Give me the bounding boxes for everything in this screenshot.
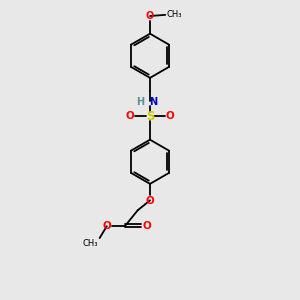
Text: H: H	[136, 97, 145, 107]
Text: CH₃: CH₃	[83, 238, 98, 247]
Text: O: O	[146, 11, 154, 21]
Text: N: N	[149, 97, 157, 107]
Text: O: O	[103, 221, 111, 231]
Text: CH₃: CH₃	[167, 10, 182, 19]
Text: O: O	[142, 221, 152, 231]
Text: O: O	[146, 196, 154, 206]
Text: O: O	[125, 111, 134, 122]
Text: O: O	[166, 111, 175, 122]
Text: S: S	[146, 110, 154, 123]
